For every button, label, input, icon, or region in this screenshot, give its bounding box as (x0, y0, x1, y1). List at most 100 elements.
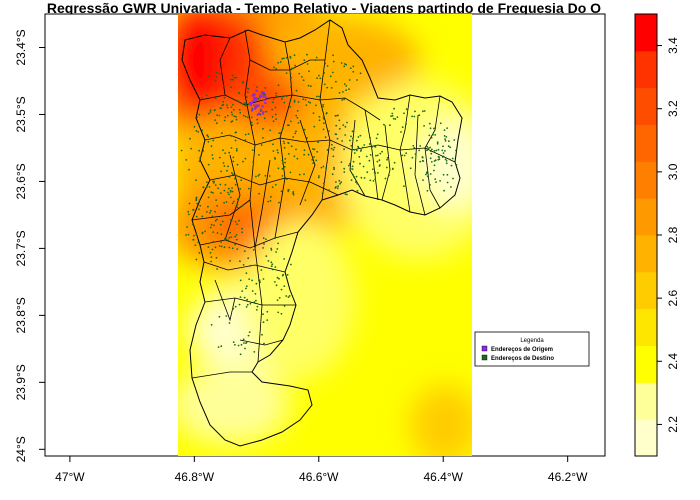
destination-point (263, 117, 266, 120)
destination-point (227, 191, 229, 194)
destination-point (287, 153, 290, 155)
destination-point (335, 181, 337, 183)
destination-point (312, 148, 314, 150)
destination-point (434, 127, 437, 129)
origin-point (253, 99, 256, 102)
destination-point (343, 83, 346, 85)
destination-point (392, 117, 395, 120)
destination-point (231, 247, 234, 250)
destination-point (452, 177, 454, 180)
origin-point (251, 100, 254, 103)
destination-point (343, 65, 346, 68)
destination-point (393, 161, 396, 164)
destination-point (236, 248, 239, 251)
destination-point (430, 161, 433, 163)
destination-point (311, 159, 314, 161)
destination-point (209, 226, 212, 229)
destination-point (232, 341, 235, 343)
destination-point (244, 133, 247, 136)
gwr-raster-surface (178, 14, 472, 456)
destination-point (433, 169, 435, 172)
destination-point (198, 160, 201, 163)
destination-point (234, 343, 236, 346)
destination-point (236, 223, 239, 226)
destination-point (426, 175, 429, 178)
destination-point (274, 106, 277, 109)
destination-point (240, 179, 243, 182)
destination-point (235, 76, 238, 79)
destination-point (437, 148, 440, 151)
destination-point (319, 77, 322, 80)
destination-point (284, 161, 286, 164)
destination-point (412, 144, 415, 147)
destination-point (244, 157, 247, 160)
destination-point (195, 179, 197, 182)
destination-point (229, 191, 232, 193)
destination-point (313, 125, 316, 128)
destination-point (283, 285, 286, 287)
destination-point (188, 168, 190, 171)
destination-point (289, 72, 292, 75)
destination-point (210, 145, 213, 148)
destination-point (285, 178, 288, 181)
destination-point (187, 233, 190, 236)
destination-point (267, 260, 270, 262)
destination-point (234, 183, 237, 186)
destination-point (246, 341, 248, 343)
destination-point (323, 83, 326, 86)
destination-point (298, 173, 301, 176)
destination-point (256, 118, 259, 121)
destination-point (283, 305, 286, 307)
destination-point (289, 55, 292, 58)
destination-point (360, 176, 363, 179)
destination-point (384, 177, 387, 180)
colorbar-segment (635, 271, 657, 310)
destination-point (262, 127, 264, 130)
destination-point (374, 178, 377, 181)
destination-point (242, 80, 245, 83)
destination-point (423, 110, 426, 112)
destination-point (335, 186, 337, 188)
destination-point (442, 145, 444, 148)
colorbar-tick-label: 2.6 (666, 289, 680, 306)
destination-point (226, 104, 228, 106)
destination-point (273, 66, 275, 69)
destination-point (278, 277, 280, 280)
destination-point (333, 168, 335, 171)
destination-point (240, 343, 243, 346)
destination-point (262, 137, 264, 139)
destination-point (233, 115, 236, 117)
destination-point (241, 205, 244, 207)
destination-point (241, 231, 244, 234)
destination-point (195, 198, 198, 201)
destination-point (431, 148, 433, 151)
destination-point (297, 101, 300, 103)
destination-point (285, 295, 288, 297)
destination-point (239, 188, 242, 190)
origin-point (255, 104, 258, 107)
destination-point (228, 236, 231, 239)
destination-point (317, 141, 320, 144)
destination-point (325, 167, 327, 170)
destination-point (230, 236, 233, 239)
destination-point (264, 93, 267, 96)
destination-point (292, 67, 295, 70)
destination-point (287, 124, 289, 127)
colorbar-segment (635, 308, 657, 346)
destination-point (296, 110, 299, 112)
destination-point (337, 114, 339, 117)
destination-point (198, 149, 201, 152)
destination-point (243, 250, 246, 253)
destination-point (196, 116, 198, 119)
destination-point (287, 142, 289, 144)
destination-point (228, 322, 231, 324)
destination-point (193, 125, 196, 128)
destination-point (220, 241, 223, 243)
destination-point (327, 130, 330, 133)
destination-point (230, 147, 233, 149)
destination-point (214, 119, 217, 121)
destination-point (290, 67, 293, 70)
legend: Legenda Endereços de Origem Endereços de… (474, 331, 590, 367)
destination-point (272, 98, 275, 101)
destination-point (391, 112, 394, 115)
